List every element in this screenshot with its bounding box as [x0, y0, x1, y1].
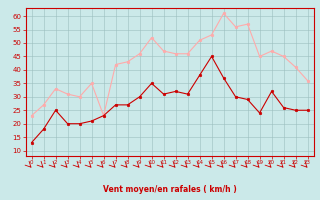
X-axis label: Vent moyen/en rafales ( km/h ): Vent moyen/en rafales ( km/h ) [103, 185, 236, 194]
